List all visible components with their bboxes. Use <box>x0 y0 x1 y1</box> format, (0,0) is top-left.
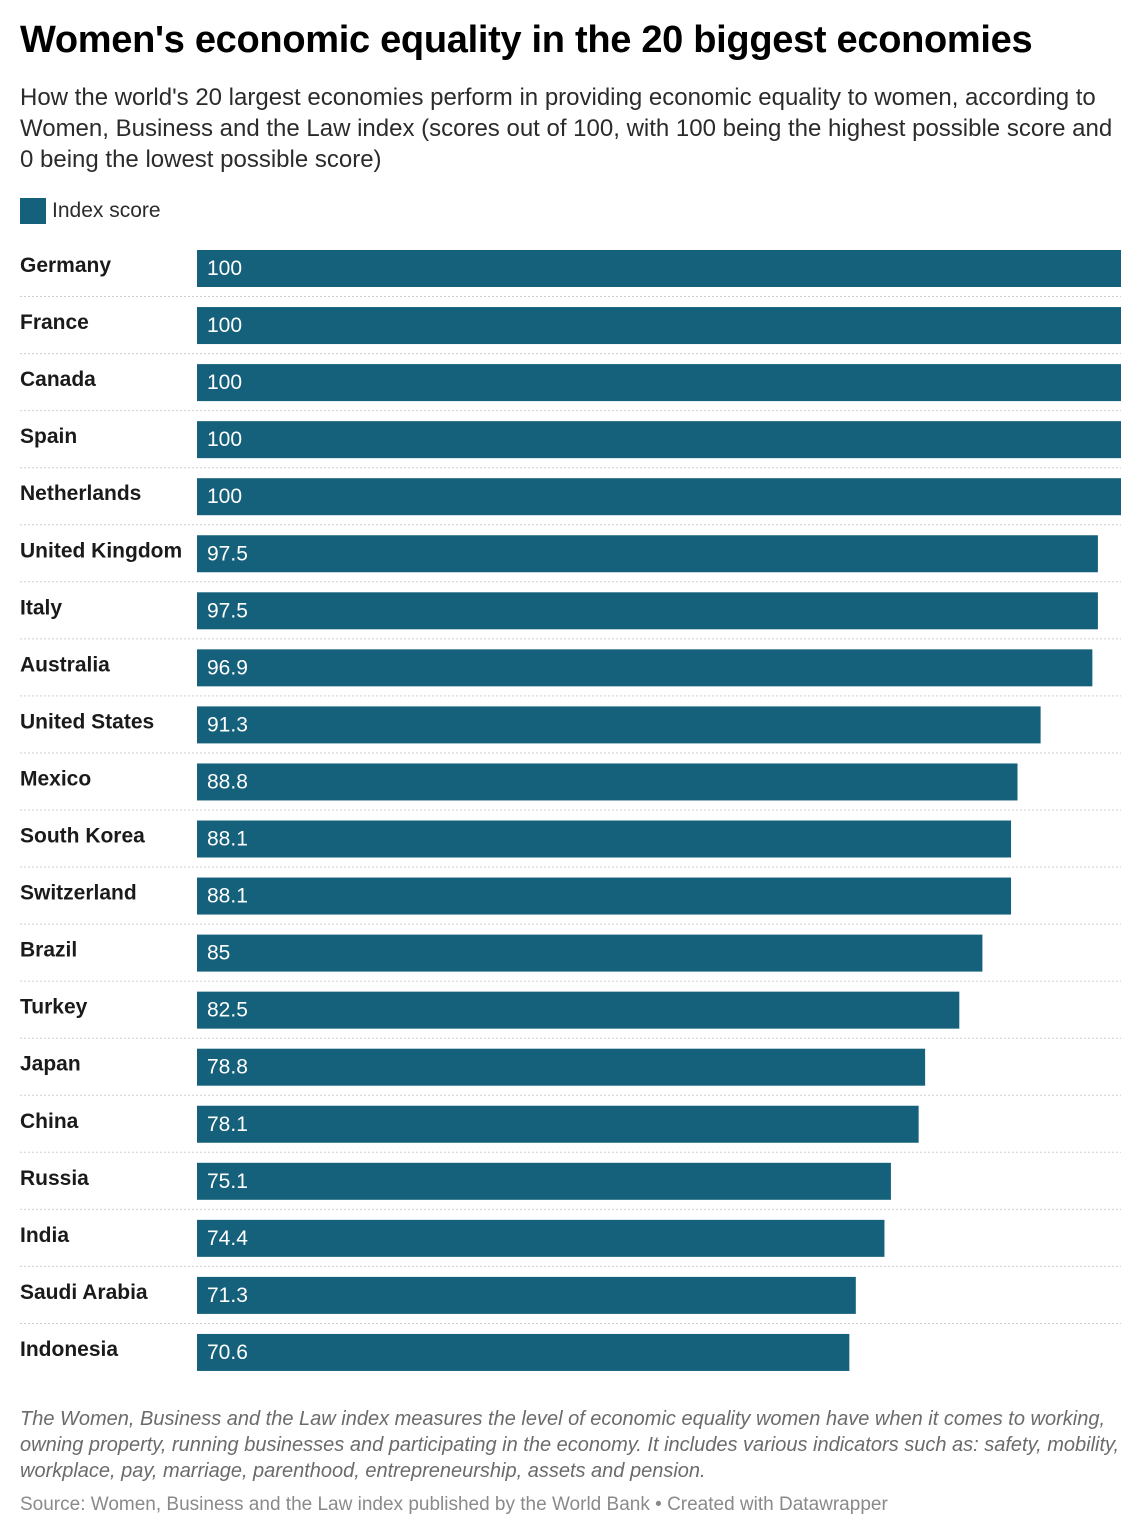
bar <box>197 1333 850 1371</box>
bar <box>197 934 983 972</box>
category-label: Spain <box>20 425 77 448</box>
bar-row: Switzerland 88.1 <box>20 877 1121 925</box>
bar <box>197 1048 926 1086</box>
value-label: 100 <box>207 428 242 451</box>
category-label: Indonesia <box>20 1338 118 1361</box>
bar-row: Japan 78.8 <box>20 1048 1121 1096</box>
value-label: 82.5 <box>207 999 248 1022</box>
bar <box>197 307 1121 345</box>
category-label: Russia <box>20 1167 89 1190</box>
category-label: Japan <box>20 1053 81 1076</box>
category-label: Netherlands <box>20 482 141 505</box>
value-label: 78.8 <box>207 1056 248 1079</box>
bar <box>197 877 1012 915</box>
category-label: Saudi Arabia <box>20 1281 148 1304</box>
bar-row: Turkey 82.5 <box>20 991 1121 1039</box>
category-label: United Kingdom <box>20 539 182 562</box>
bar <box>197 250 1121 287</box>
bar-row: Brazil 85 <box>20 934 1121 982</box>
bar-row: South Korea 88.1 <box>20 820 1121 868</box>
chart-subtitle: How the world's 20 largest economies per… <box>20 84 1113 173</box>
category-label: Germany <box>20 254 111 277</box>
bar <box>197 592 1098 630</box>
bar <box>197 991 960 1029</box>
value-label: 88.8 <box>207 770 248 793</box>
category-label: Italy <box>20 596 62 619</box>
bar-row: Canada 100 <box>20 364 1121 412</box>
category-label: Mexico <box>20 767 91 790</box>
value-label: 97.5 <box>207 599 248 622</box>
bar-row: Indonesia 70.6 <box>20 1333 850 1371</box>
bar-row: India 74.4 <box>20 1219 1121 1267</box>
legend: Index score <box>20 197 161 225</box>
category-label: India <box>20 1224 69 1247</box>
category-label: China <box>20 1110 79 1133</box>
bar <box>197 820 1012 858</box>
bar-row: China 78.1 <box>20 1105 1121 1153</box>
bar-row: United Kingdom 97.5 <box>20 535 1121 583</box>
category-label: France <box>20 311 89 334</box>
bar <box>197 364 1121 402</box>
bar <box>197 535 1098 573</box>
value-label: 71.3 <box>207 1284 248 1307</box>
category-label: Brazil <box>20 939 77 962</box>
category-label: South Korea <box>20 825 145 848</box>
bar-row: Russia 75.1 <box>20 1162 1121 1210</box>
bar <box>197 1219 885 1257</box>
legend-label: Index score <box>52 199 161 222</box>
value-label: 100 <box>207 371 242 394</box>
value-label: 100 <box>207 314 242 337</box>
category-label: Turkey <box>20 996 88 1019</box>
value-label: 91.3 <box>207 713 248 736</box>
bar-row: Australia 96.9 <box>20 649 1121 697</box>
bar-row: Mexico 88.8 <box>20 763 1121 811</box>
bar-row: Spain 100 <box>20 421 1121 469</box>
bar-row: Saudi Arabia 71.3 <box>20 1276 1121 1324</box>
value-label: 100 <box>207 257 242 280</box>
category-label: Canada <box>20 368 96 391</box>
chart-notes: The Women, Business and the Law index me… <box>20 1408 1120 1482</box>
value-label: 96.9 <box>207 656 248 679</box>
bar <box>197 1105 919 1143</box>
chart-source: Source: Women, Business and the Law inde… <box>20 1493 1120 1517</box>
value-label: 78.1 <box>207 1113 248 1136</box>
bar <box>197 706 1041 744</box>
value-label: 88.1 <box>207 828 248 851</box>
bar <box>197 763 1018 801</box>
bar <box>197 1162 891 1200</box>
bar-row: France 100 <box>20 307 1121 355</box>
bar <box>197 1276 856 1314</box>
bar-row: Italy 97.5 <box>20 592 1121 640</box>
source-text: Source: Women, Business and the Law inde… <box>20 1494 650 1515</box>
value-label: 88.1 <box>207 885 248 908</box>
value-label: 74.4 <box>207 1227 248 1250</box>
value-label: 70.6 <box>207 1341 248 1364</box>
category-label: United States <box>20 710 154 733</box>
chart-title: Women's economic equality in the 20 bigg… <box>20 19 1033 61</box>
bar <box>197 478 1121 516</box>
value-label: 100 <box>207 485 242 508</box>
value-label: 85 <box>207 942 230 965</box>
value-label: 75.1 <box>207 1170 248 1193</box>
bar-row: Netherlands 100 <box>20 478 1121 526</box>
datawrapper-credit: Created with Datawrapper <box>667 1494 888 1515</box>
bar-row: Germany 100 <box>20 250 1121 298</box>
source-separator: • <box>655 1494 668 1515</box>
legend-swatch <box>20 198 46 224</box>
category-label: Switzerland <box>20 882 137 905</box>
bar-row: United States 91.3 <box>20 706 1121 754</box>
value-label: 97.5 <box>207 542 248 565</box>
bar <box>197 649 1093 687</box>
bar <box>197 421 1121 459</box>
category-label: Australia <box>20 653 110 676</box>
